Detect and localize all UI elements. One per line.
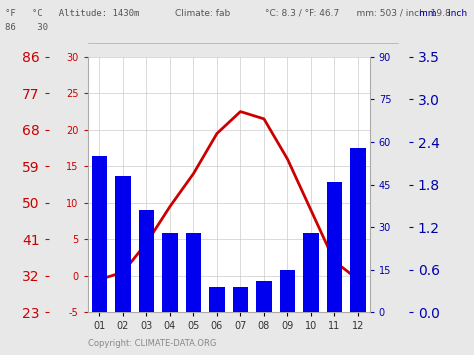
- Bar: [162, 233, 178, 312]
- Text: Climate: fab: Climate: fab: [175, 9, 231, 18]
- Bar: [139, 210, 154, 312]
- Text: Copyright: CLIMATE-DATA.ORG: Copyright: CLIMATE-DATA.ORG: [88, 339, 216, 348]
- Text: °C: 8.3 / °F: 46.7      mm: 503 / inch: 19.8: °C: 8.3 / °F: 46.7 mm: 503 / inch: 19.8: [265, 9, 451, 18]
- Bar: [350, 148, 365, 312]
- Text: mm    inch: mm inch: [419, 9, 467, 18]
- Text: °F   °C   Altitude: 1430m: °F °C Altitude: 1430m: [5, 9, 139, 18]
- Bar: [256, 281, 272, 312]
- Bar: [327, 182, 342, 312]
- Bar: [92, 156, 107, 312]
- Bar: [233, 287, 248, 312]
- Bar: [280, 270, 295, 312]
- Bar: [210, 287, 225, 312]
- Bar: [115, 176, 130, 312]
- Bar: [186, 233, 201, 312]
- Bar: [303, 233, 319, 312]
- Text: 86    30: 86 30: [5, 23, 48, 32]
